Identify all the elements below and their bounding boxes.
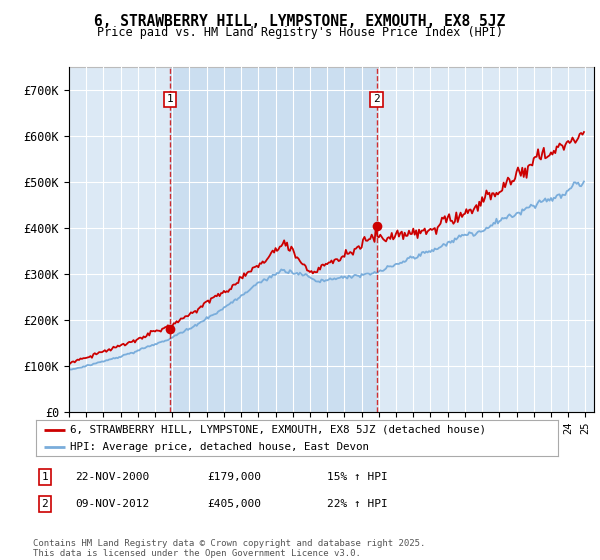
Bar	[170, 67, 377, 412]
Text: 1: 1	[41, 472, 49, 482]
Text: 22-NOV-2000: 22-NOV-2000	[75, 472, 149, 482]
Text: 15% ↑ HPI: 15% ↑ HPI	[327, 472, 388, 482]
Text: Contains HM Land Registry data © Crown copyright and database right 2025.
This d: Contains HM Land Registry data © Crown c…	[33, 539, 425, 558]
Text: 1: 1	[167, 94, 173, 104]
Text: 09-NOV-2012: 09-NOV-2012	[75, 499, 149, 509]
Text: 2: 2	[41, 499, 49, 509]
Text: HPI: Average price, detached house, East Devon: HPI: Average price, detached house, East…	[70, 442, 369, 451]
Text: 22% ↑ HPI: 22% ↑ HPI	[327, 499, 388, 509]
Text: 2: 2	[373, 94, 380, 104]
Text: Price paid vs. HM Land Registry's House Price Index (HPI): Price paid vs. HM Land Registry's House …	[97, 26, 503, 39]
Text: £405,000: £405,000	[207, 499, 261, 509]
Text: 6, STRAWBERRY HILL, LYMPSTONE, EXMOUTH, EX8 5JZ: 6, STRAWBERRY HILL, LYMPSTONE, EXMOUTH, …	[94, 14, 506, 29]
Text: £179,000: £179,000	[207, 472, 261, 482]
Text: 6, STRAWBERRY HILL, LYMPSTONE, EXMOUTH, EX8 5JZ (detached house): 6, STRAWBERRY HILL, LYMPSTONE, EXMOUTH, …	[70, 425, 486, 435]
